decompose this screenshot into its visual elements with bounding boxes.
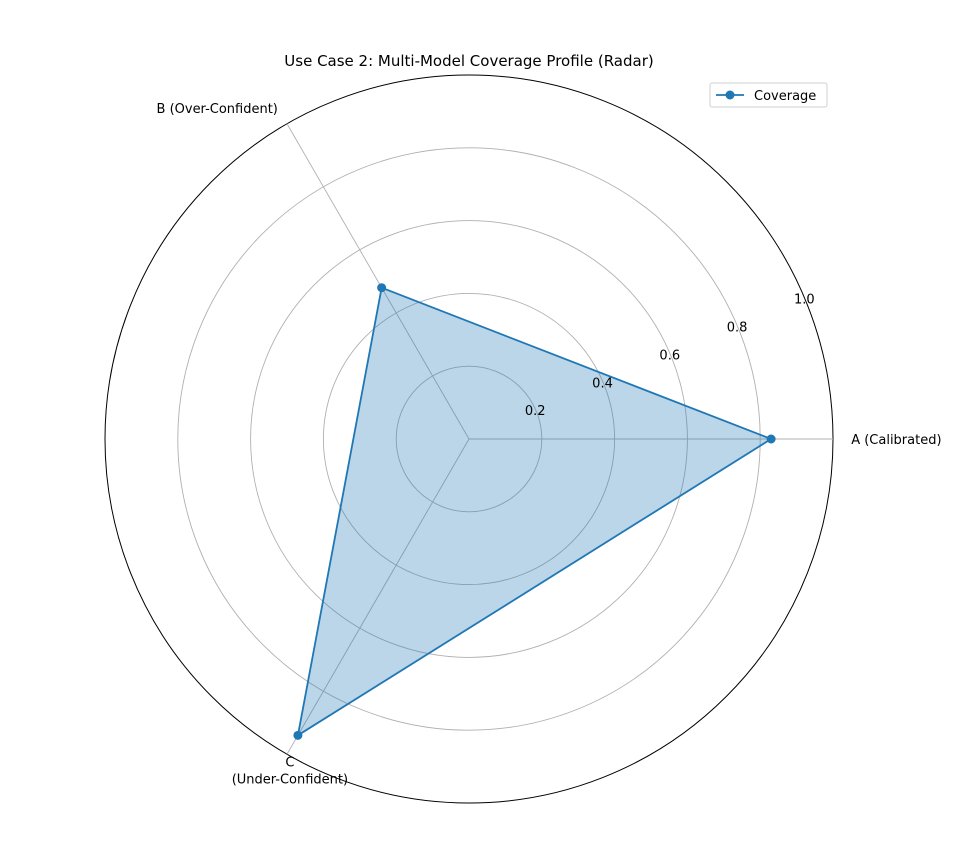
legend: Coverage <box>709 82 828 108</box>
radial-tick-label: 0.4 <box>592 376 613 391</box>
legend-frame <box>709 82 828 108</box>
angular-gridline <box>286 438 470 755</box>
radial-tick-label: 1.0 <box>794 293 815 308</box>
legend-label: Coverage <box>754 89 816 104</box>
data-point <box>766 434 776 444</box>
category-label: B (Over-Confident) <box>157 102 278 117</box>
series-layer <box>293 283 776 740</box>
category-label: A (Calibrated) <box>851 433 941 448</box>
radial-tick-label: 0.6 <box>659 348 680 363</box>
data-point <box>377 283 387 293</box>
chart-title: Use Case 2: Multi-Model Coverage Profile… <box>284 52 653 70</box>
data-point <box>293 730 303 740</box>
label-layer: 0.2 0.4 0.6 0.8 1.0 A (Calibrated) B (Over-Con… <box>157 102 942 787</box>
angular-gridline <box>286 123 470 440</box>
radial-tick-label: 0.8 <box>727 321 748 336</box>
category-label: C (Under-Confident) <box>232 755 348 787</box>
grid-layer <box>104 74 834 804</box>
series-line <box>297 286 773 737</box>
legend-marker-swatch <box>725 90 735 100</box>
radial-tick-label: 0.2 <box>525 404 546 419</box>
series-area <box>297 287 772 736</box>
